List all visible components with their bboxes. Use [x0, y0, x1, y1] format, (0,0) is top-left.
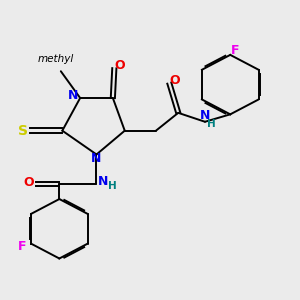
Text: methyl: methyl	[38, 54, 74, 64]
Text: F: F	[18, 240, 26, 253]
Text: O: O	[24, 176, 34, 189]
Text: O: O	[169, 74, 180, 87]
Text: O: O	[114, 59, 125, 72]
Text: N: N	[200, 109, 210, 122]
Text: N: N	[91, 152, 102, 165]
Text: N: N	[98, 175, 108, 188]
Text: H: H	[207, 119, 216, 129]
Text: H: H	[109, 181, 117, 191]
Text: N: N	[68, 88, 78, 101]
Text: S: S	[18, 124, 28, 138]
Text: F: F	[230, 44, 239, 57]
